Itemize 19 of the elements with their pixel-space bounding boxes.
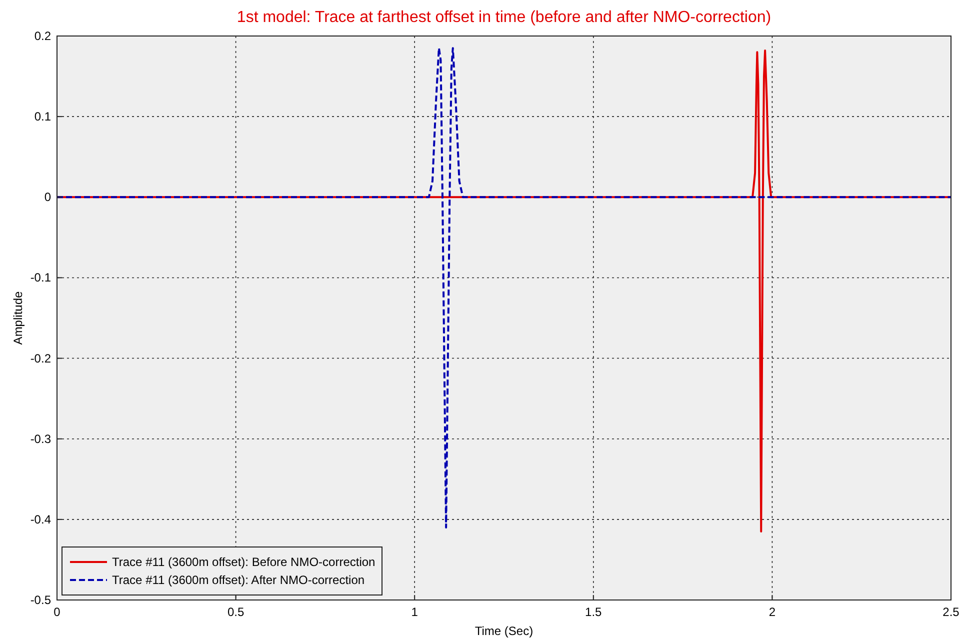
x-tick-label: 1.5 xyxy=(585,605,602,619)
y-tick-label: -0.4 xyxy=(30,512,52,526)
x-tick-label: 2 xyxy=(768,605,776,619)
y-axis-title: Amplitude xyxy=(11,291,25,345)
legend-label: Trace #11 (3600m offset): Before NMO-correction xyxy=(112,555,376,569)
y-tick-label: 0 xyxy=(44,190,52,204)
y-tick-label: -0.2 xyxy=(30,351,52,366)
x-axis-title: Time (Sec) xyxy=(474,624,534,638)
chart-title: 1st model: Trace at farthest offset in time (before and after NMO-correction) xyxy=(236,9,772,26)
legend-label: Trace #11 (3600m offset): After NMO-correction xyxy=(112,573,365,587)
x-tick-label: 1 xyxy=(411,605,418,619)
x-tick-label: 0.5 xyxy=(227,605,244,619)
y-tick-label: -0.1 xyxy=(30,270,52,285)
x-tick-label: 0 xyxy=(54,605,61,619)
y-tick-label: -0.5 xyxy=(30,593,52,607)
x-tick-label: 2.5 xyxy=(942,605,960,619)
y-tick-label: -0.3 xyxy=(30,432,52,446)
y-tick-label: 0.2 xyxy=(34,29,52,43)
y-tick-label: 0.1 xyxy=(34,110,52,124)
